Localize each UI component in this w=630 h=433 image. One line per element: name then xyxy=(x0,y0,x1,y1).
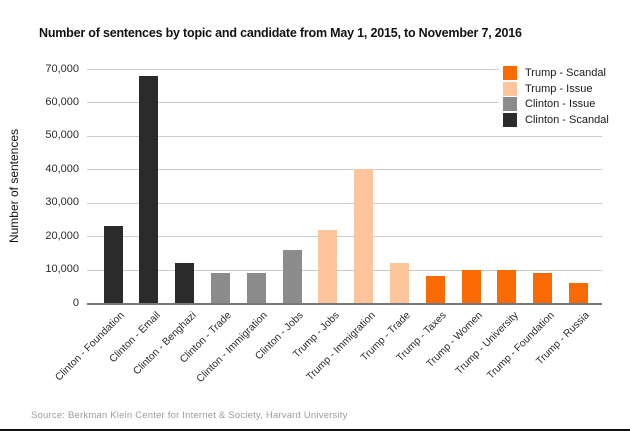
y-tick-label: 70,000 xyxy=(45,62,79,75)
bar-clinton-foundation xyxy=(103,226,123,303)
y-tick-label: 50,000 xyxy=(45,129,79,142)
y-tick-label: 30,000 xyxy=(45,196,79,209)
gridline-40000 xyxy=(87,169,602,171)
bar-clinton-email xyxy=(139,75,159,303)
bar-trump-immigration xyxy=(354,169,374,303)
bar-clinton-immigration xyxy=(246,272,266,303)
gridline-70000 xyxy=(87,69,602,70)
bar-clinton-trade xyxy=(210,272,230,303)
legend-label: Clinton - Scandal xyxy=(525,113,609,126)
legend-item-trump-issue: Trump - Issue xyxy=(503,81,609,96)
source-note: Source: Berkman Klein Center for Interne… xyxy=(31,410,348,421)
gridline-50000 xyxy=(87,135,602,137)
gridline-60000 xyxy=(87,102,602,104)
legend-item-clinton-issue: Clinton - Issue xyxy=(503,97,609,111)
gridline-10000 xyxy=(87,269,602,271)
legend-item-trump-scandal: Trump - Scandal xyxy=(503,66,609,80)
legend-swatch-clinton-scandal xyxy=(503,112,517,127)
gridline-20000 xyxy=(87,236,602,238)
y-tick-label: 0 xyxy=(72,296,79,309)
legend-swatch-trump-issue xyxy=(503,81,517,96)
bar-clinton-benghazi xyxy=(175,262,195,303)
legend-label: Trump - Issue xyxy=(525,82,593,95)
bar-trump-university xyxy=(497,269,517,303)
legend: Trump - Scandal Trump - Issue Clinton - Is… xyxy=(499,63,615,131)
legend-label: Clinton - Issue xyxy=(525,98,596,110)
y-tick-label: 60,000 xyxy=(45,95,79,108)
bottom-border xyxy=(0,429,630,431)
y-tick-label: 10,000 xyxy=(45,263,79,276)
bar-trump-trade xyxy=(389,262,409,303)
chart-title: Number of sentences by topic and candida… xyxy=(39,26,522,40)
gridline-30000 xyxy=(87,202,602,204)
y-tick-label: 20,000 xyxy=(45,229,79,242)
legend-item-clinton-scandal: Clinton - Scandal xyxy=(503,112,609,127)
bar-trump-jobs xyxy=(318,229,338,303)
bar-trump-foundation xyxy=(533,272,553,303)
bar-clinton-jobs xyxy=(282,249,302,303)
legend-label: Trump - Scandal xyxy=(525,67,606,79)
x-axis-line xyxy=(87,303,602,305)
legend-swatch-trump-scandal xyxy=(503,66,517,80)
bar-trump-women xyxy=(461,269,481,303)
bar-trump-russia xyxy=(568,282,588,303)
legend-swatch-clinton-issue xyxy=(503,97,517,111)
y-tick-label: 40,000 xyxy=(45,162,79,175)
bar-trump-taxes xyxy=(425,276,445,303)
